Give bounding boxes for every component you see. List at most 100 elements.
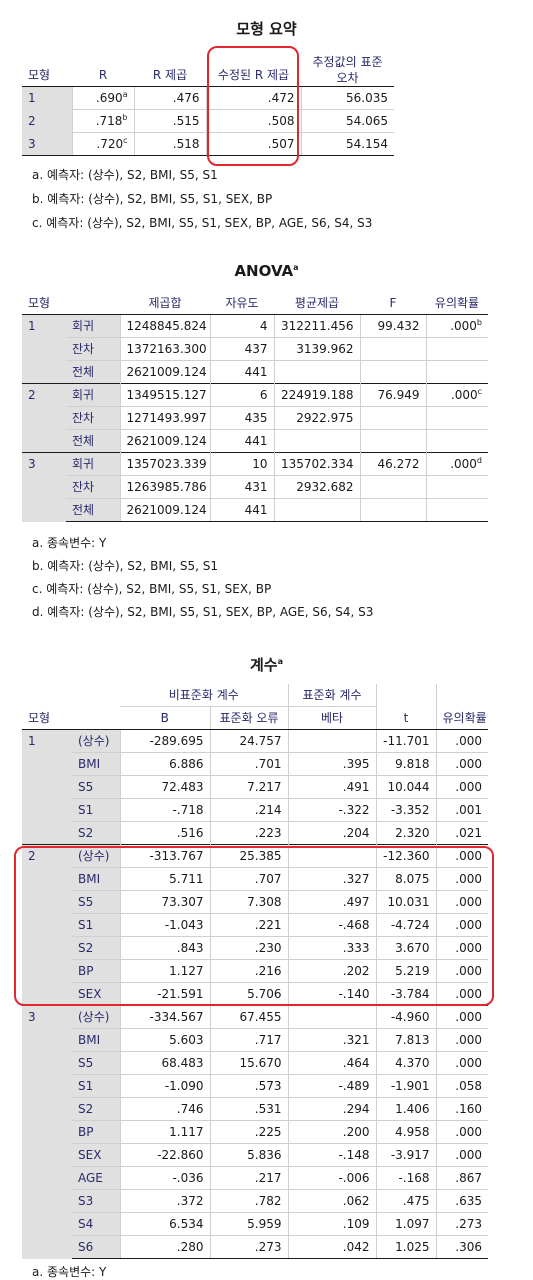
coef-b: -1.090: [119, 1074, 210, 1098]
coef-t: -11.701: [375, 729, 436, 753]
coef-b: -313.767: [119, 844, 210, 868]
sum-of-squares: 1271493.997: [119, 406, 210, 430]
coef-beta: .200: [287, 1120, 376, 1144]
footnote: d. 예측자: (상수), S2, BMI, S5, S1, SEX, BP, …: [32, 605, 374, 619]
model-number: 3: [22, 132, 72, 156]
coef-se: 67.455: [209, 1005, 288, 1029]
model-summary-row: 1.690a .476.472 56.035: [22, 86, 394, 110]
coef-t: 4.370: [375, 1051, 436, 1075]
col-header-group-blank: [22, 684, 72, 707]
coef-table: 비표준화 계수 표준화 계수 모형 B 표준화 오류 베타 t 유의확률 1 (상…: [22, 684, 488, 1259]
coef-row: 1 (상수) -289.695 24.757 -11.701.000: [22, 729, 488, 845]
coef-beta: -.489: [287, 1074, 376, 1098]
coef-beta: -.140: [287, 982, 376, 1006]
coef-b: 5.603: [119, 1028, 210, 1052]
anova-row: 전체 2621009.124 441: [22, 498, 488, 522]
predictor-label: S6: [72, 1235, 120, 1259]
significance: [425, 475, 488, 499]
col-header-model: 모형: [22, 50, 72, 87]
coef-t: 10.044: [375, 775, 436, 799]
sum-of-squares: 1248845.824: [119, 314, 210, 338]
mean-square: 3139.962: [273, 337, 360, 361]
coef-se: 15.670: [209, 1051, 288, 1075]
coef-row: BP 1.127.216.202 5.219.000: [22, 959, 488, 983]
coef-se: 24.757: [209, 729, 288, 753]
significance: .000d: [425, 452, 488, 476]
sum-of-squares: 2621009.124: [119, 429, 210, 453]
predictor-label: S5: [72, 890, 120, 914]
coef-b: 1.127: [119, 959, 210, 983]
coef-sig: .000: [435, 752, 488, 776]
coef-row: BMI 5.711.707.327 8.075.000: [22, 867, 488, 891]
coef-beta: .042: [287, 1235, 376, 1259]
f-value: 99.432: [359, 314, 426, 338]
coef-t: -3.917: [375, 1143, 436, 1167]
predictor-label: S2: [72, 936, 120, 960]
source-label: 전체: [66, 360, 120, 384]
model-number: 1: [22, 314, 66, 384]
coef-t: -12.360: [375, 844, 436, 868]
anova-row: 3 회귀 1357023.339 10 135702.334 46.272.000d: [22, 452, 488, 522]
coef-b: 68.483: [119, 1051, 210, 1075]
col-header-ms: 평균제곱: [274, 292, 360, 315]
predictor-label: AGE: [72, 1166, 120, 1190]
col-header-group-blank: [435, 684, 488, 707]
f-value: [359, 475, 426, 499]
coef-b: .746: [119, 1097, 210, 1121]
coef-sig: .000: [435, 890, 488, 914]
mean-square: 2932.682: [273, 475, 360, 499]
degrees-of-freedom: 10: [209, 452, 274, 476]
coef-row: S4 6.534 5.959.109 1.097.273: [22, 1212, 488, 1236]
col-header-r2: R 제곱: [134, 50, 206, 87]
coef-t: 8.075: [375, 867, 436, 891]
coef-se: 5.836: [209, 1143, 288, 1167]
coef-row: S1 -1.090.573 -.489 -1.901.058: [22, 1074, 488, 1098]
sum-of-squares: 1263985.786: [119, 475, 210, 499]
model-summary-row: 2.718b .515.508 54.065: [22, 109, 394, 133]
model-summary-title: 모형 요약: [236, 20, 297, 38]
coef-row: 2 (상수) -313.767 25.385 -12.360.000: [22, 844, 488, 1006]
coef-t: 2.320: [375, 821, 436, 845]
coef-t: -1.901: [375, 1074, 436, 1098]
model-number: 3: [22, 1005, 72, 1259]
coef-se: .216: [209, 959, 288, 983]
source-label: 잔차: [66, 475, 120, 499]
coef-se: .223: [209, 821, 288, 845]
anova-row: 잔차 1263985.786 431 2932.682: [22, 475, 488, 499]
coef-t: 7.813: [375, 1028, 436, 1052]
coef-se: .707: [209, 867, 288, 891]
coef-se: .782: [209, 1189, 288, 1213]
coef-sig: .635: [435, 1189, 488, 1213]
coef-se: .217: [209, 1166, 288, 1190]
coef-row: BP 1.117.225.200 4.958.000: [22, 1120, 488, 1144]
r2-value: .476: [133, 86, 206, 110]
se-value: 54.154: [300, 132, 394, 156]
degrees-of-freedom: 441: [209, 360, 274, 384]
predictor-label: S5: [72, 1051, 120, 1075]
model-number: 1: [22, 86, 72, 110]
anova-row: 전체 2621009.124 441: [22, 429, 488, 453]
coef-sig: .000: [435, 1028, 488, 1052]
coef-sig: .160: [435, 1097, 488, 1121]
r-value: .720c: [71, 132, 134, 156]
col-header-sig: 유의확률: [435, 706, 488, 730]
col-header-f: F: [360, 292, 426, 315]
r2-value: .518: [133, 132, 206, 156]
coef-row: S5 73.307 7.308.497 10.031.000: [22, 890, 488, 914]
adj-r2-value: .507: [205, 132, 301, 156]
sig-footnote-mark: d: [476, 456, 482, 465]
se-value: 54.065: [300, 109, 394, 133]
coef-se: .214: [209, 798, 288, 822]
coef-beta: -.148: [287, 1143, 376, 1167]
coef-beta: .464: [287, 1051, 376, 1075]
predictor-label: BMI: [72, 752, 120, 776]
predictor-label: BMI: [72, 1028, 120, 1052]
predictor-label: SEX: [72, 982, 120, 1006]
coef-sig: .000: [435, 936, 488, 960]
coef-row: S5 68.483 15.670.464 4.370.000: [22, 1051, 488, 1075]
coef-beta: -.322: [287, 798, 376, 822]
coef-beta: .333: [287, 936, 376, 960]
f-value: [359, 406, 426, 430]
degrees-of-freedom: 431: [209, 475, 274, 499]
coef-beta: .395: [287, 752, 376, 776]
